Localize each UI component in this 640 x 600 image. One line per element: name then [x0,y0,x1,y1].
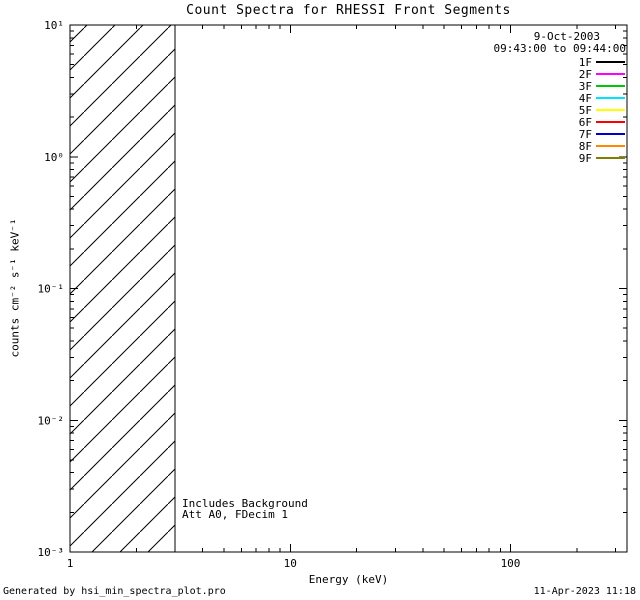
legend-entry-label: 7F [579,128,592,141]
legend-date: 9-Oct-2003 [533,30,600,43]
y-tick-label: 10¹ [44,19,64,32]
x-tick-label: 10 [284,557,297,570]
legend-time-range: 09:43:00 to 09:44:00 [493,42,626,55]
legend-entry-label: 2F [579,68,592,81]
legend-entry-label: 5F [579,104,592,117]
x-tick-label: 1 [67,557,74,570]
annotation-includes-background: Includes Background [182,497,308,510]
legend-entry-label: 3F [579,80,592,93]
hatched-background-region [70,25,176,552]
y-tick-label: 10⁻² [38,414,65,427]
legend-entry-label: 8F [579,140,592,153]
x-axis-label: Energy (keV) [309,573,388,586]
y-tick-label: 10⁰ [44,151,64,164]
y-tick-label: 10⁻³ [38,546,65,559]
x-tick-label: 100 [501,557,521,570]
legend-entry-label: 4F [579,92,592,105]
footer-generator-credit: Generated by hsi_min_spectra_plot.pro [3,586,226,597]
y-tick-label: 10⁻¹ [38,283,65,296]
plot-title: Count Spectra for RHESSI Front Segments [186,3,511,18]
annotation-attenuator-state: Att A0, FDecim 1 [182,508,288,521]
legend-entry-label: 6F [579,116,592,129]
legend-entry-label: 1F [579,56,592,69]
footer-render-timestamp: 11-Apr-2023 11:18 [533,586,636,597]
legend-entry-label: 9F [579,152,592,165]
